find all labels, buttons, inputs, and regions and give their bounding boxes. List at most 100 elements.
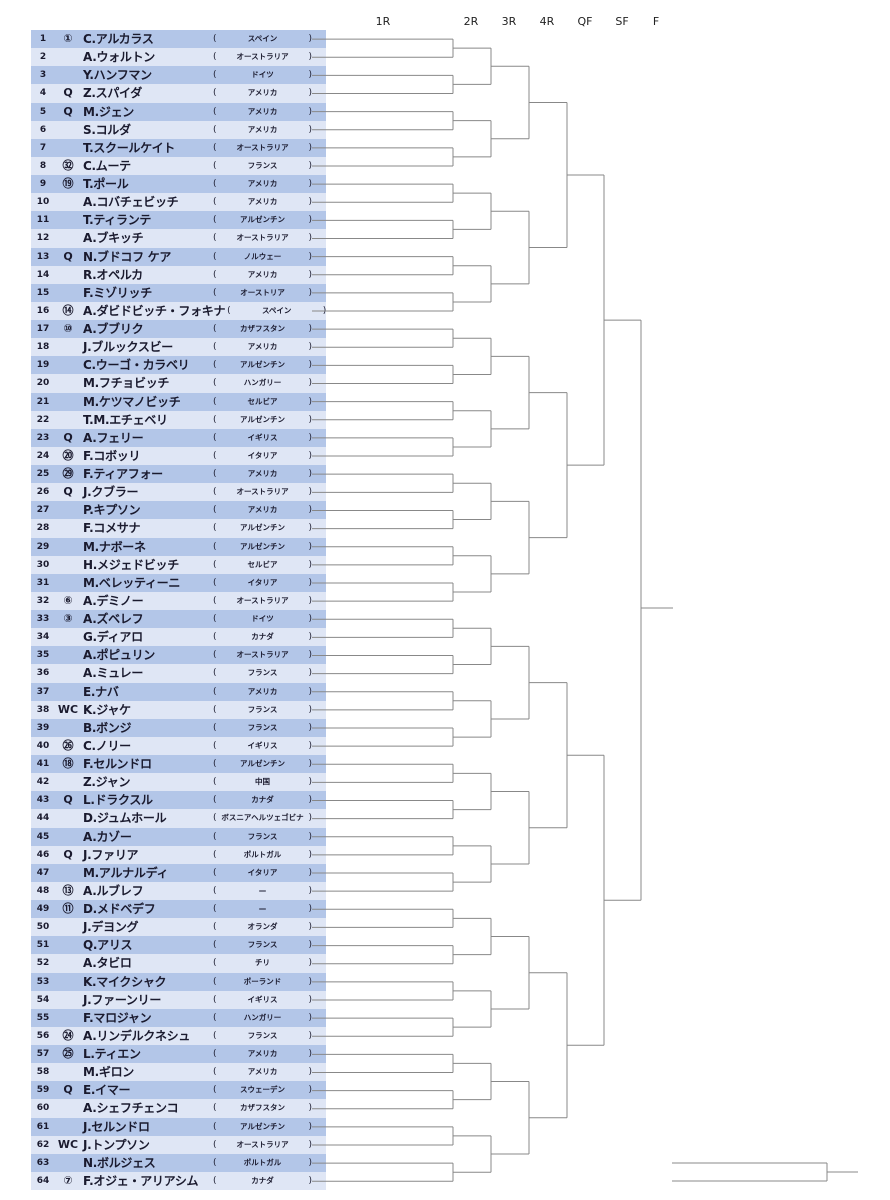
paren-close: ) [308, 432, 313, 443]
player-seed: Q [63, 249, 73, 263]
player-number: 7 [39, 142, 47, 153]
player-country: フランス [247, 1030, 278, 1040]
player-row: 53 K.マイクシャク (ポーランド) [31, 972, 327, 991]
player-country: イタリア [247, 450, 278, 460]
player-country: ボスニアヘルツェゴビナ [221, 813, 304, 823]
player-row: 44 D.ジュムホール (ボスニアヘルツェゴビナ) [31, 809, 327, 828]
player-country: オーストラリア [236, 487, 289, 497]
paren-open: ( [213, 215, 217, 226]
player-country: アメリカ [247, 124, 278, 134]
player-row: 4 Q Z.スパイダ (アメリカ) [31, 84, 327, 103]
player-seed: ③ [63, 612, 73, 626]
paren-close: ) [308, 650, 313, 661]
paren-close: ) [308, 976, 313, 987]
player-number: 15 [36, 287, 50, 298]
player-row: 8 ㉜ C.ムーテ (フランス) [31, 156, 327, 175]
paren-open: ( [213, 795, 217, 806]
paren-open: ( [213, 450, 217, 461]
paren-close: ) [308, 360, 313, 371]
player-name: K.マイクシャク [83, 974, 167, 989]
player-number: 31 [36, 577, 50, 588]
paren-close: ) [308, 1157, 313, 1168]
player-row: 45 A.カゾー (フランス) [31, 827, 327, 846]
player-number: 11 [36, 215, 50, 226]
player-row: 15 F.ミゾリッチ (オーストリア) [31, 283, 327, 302]
paren-open: ( [213, 541, 217, 552]
paren-open: ( [213, 813, 217, 824]
player-seed: ⑥ [63, 593, 73, 607]
player-row: 11 T.ティランテ (アルゼンチン) [31, 211, 327, 230]
player-number: 26 [36, 487, 50, 498]
player-number: 6 [39, 124, 47, 135]
paren-close: ) [308, 940, 313, 951]
player-row: 37 E.ナバ (アメリカ) [31, 682, 327, 701]
paren-close: ) [308, 34, 313, 45]
paren-open: ( [213, 487, 217, 498]
player-seed: Q [63, 86, 73, 100]
paren-close: ) [308, 668, 313, 679]
player-name: A.ズベレフ [83, 612, 144, 627]
player-name: Y.ハンフマン [83, 68, 152, 83]
paren-close: ) [308, 324, 313, 335]
paren-close: ) [308, 1049, 313, 1060]
paren-open: ( [213, 233, 217, 244]
player-country: フランス [247, 940, 278, 950]
paren-close: ) [308, 414, 313, 425]
paren-open: ( [213, 1157, 217, 1168]
player-country: フランス [247, 160, 278, 170]
paren-open: ( [213, 704, 217, 715]
player-name: J.トンプソン [83, 1137, 150, 1152]
player-name: H.メジェドビッチ [83, 557, 179, 572]
paren-close: ) [308, 541, 313, 552]
player-seed: Q [63, 430, 73, 444]
paren-open: ( [213, 70, 217, 81]
paren-open: ( [213, 523, 217, 534]
player-country: アメリカ [247, 88, 278, 98]
player-country: カナダ [251, 795, 274, 805]
paren-close: ) [308, 795, 313, 806]
paren-open: ( [213, 1139, 217, 1150]
paren-open: ( [213, 432, 217, 443]
paren-open: ( [213, 88, 217, 99]
player-number: 43 [36, 795, 50, 806]
player-name: M.フチョビッチ [83, 376, 170, 391]
player-number: 24 [36, 450, 50, 461]
player-country: セルビア [247, 559, 278, 569]
player-seed: ① [63, 32, 73, 46]
player-name: A.デミノー [83, 593, 144, 608]
player-country: アメリカ [247, 469, 278, 479]
paren-open: ( [213, 577, 217, 588]
player-seed: ⑭ [62, 303, 74, 317]
paren-open: ( [213, 976, 217, 987]
paren-open: ( [213, 160, 217, 171]
player-number: 29 [36, 541, 50, 552]
player-seed: WC [57, 1137, 79, 1151]
paren-open: ( [213, 885, 217, 896]
paren-open: ( [213, 994, 217, 1005]
player-row: 17 ⑩ A.ブブリク (カザフスタン) [31, 320, 327, 339]
player-number: 2 [39, 52, 47, 63]
player-row: 31 M.ベレッティーニ (イタリア) [31, 573, 327, 592]
paren-open: ( [213, 106, 217, 117]
player-name: J.セルンドロ [83, 1119, 150, 1134]
player-name: C.アルカラス [83, 32, 154, 47]
paren-open: ( [213, 469, 217, 480]
player-number: 35 [36, 650, 50, 661]
paren-close: ) [308, 994, 313, 1005]
player-country: ドイツ [251, 614, 274, 624]
player-seed: ⑪ [62, 902, 74, 916]
player-number: 32 [36, 595, 50, 606]
paren-open: ( [213, 777, 217, 788]
player-number: 63 [36, 1157, 50, 1168]
player-name: J.ブルックスビー [83, 340, 173, 355]
player-name: A.ウォルトン [83, 50, 155, 65]
paren-close: ) [308, 160, 313, 171]
paren-close: ) [308, 1139, 313, 1150]
player-name: A.フェリー [83, 430, 144, 445]
player-number: 42 [36, 777, 50, 788]
player-number: 4 [39, 88, 47, 99]
player-number: 55 [36, 1012, 50, 1023]
player-number: 21 [36, 396, 50, 407]
paren-close: ) [308, 1085, 313, 1096]
player-name: F.コボッリ [83, 448, 141, 463]
